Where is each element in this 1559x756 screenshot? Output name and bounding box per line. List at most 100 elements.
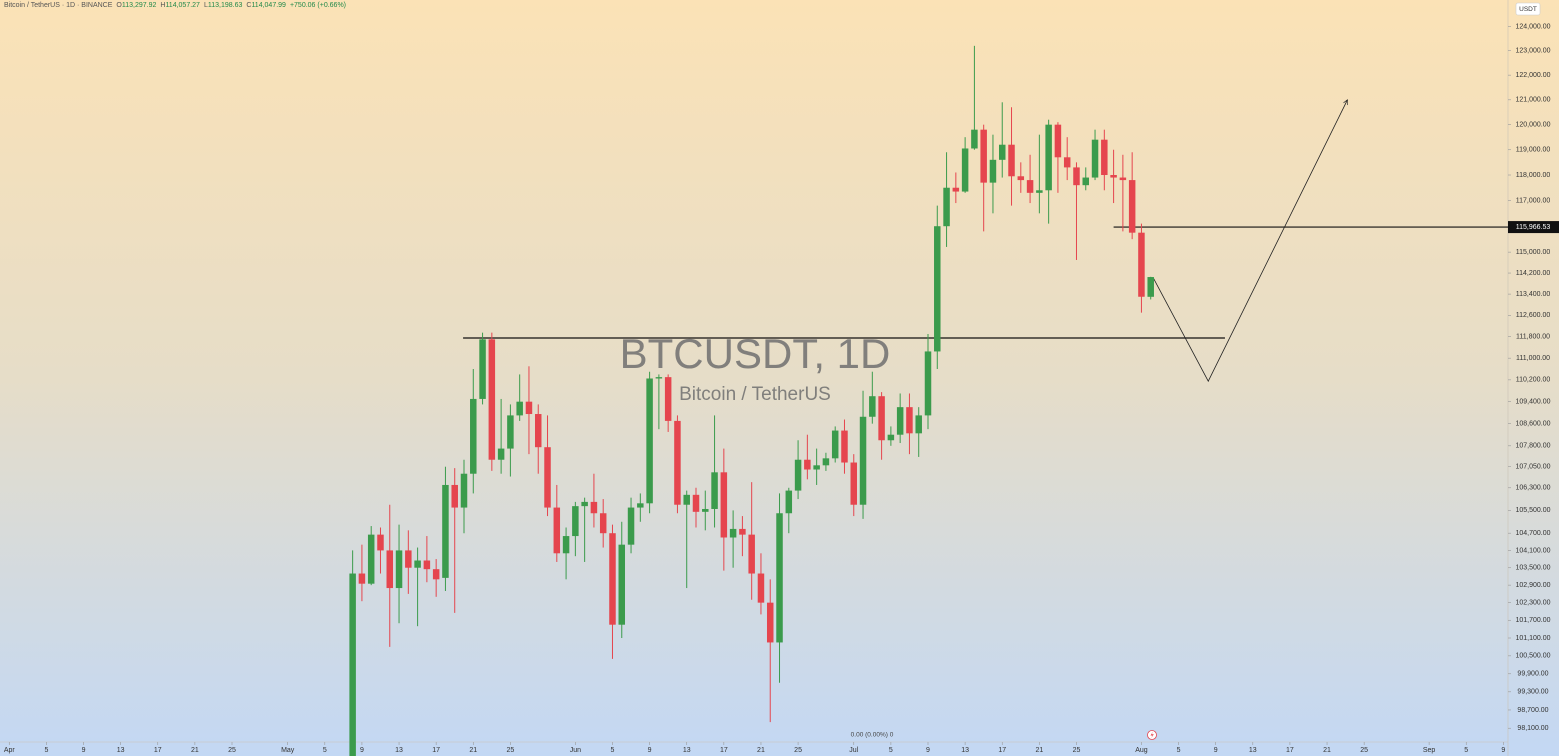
ohlc-key: O [116,2,122,9]
candle-body [971,129,978,149]
y-tick-label: 110,200.00 [1516,377,1551,384]
x-tick-label: 17 [720,747,728,754]
candle-body [785,490,793,514]
candle-body [627,507,635,545]
x-tick-label: 5 [1464,747,1468,754]
x-tick-label: 13 [117,747,125,754]
candle-body [1138,232,1145,297]
candle-body [664,377,672,421]
x-tick-label: 13 [395,747,403,754]
y-tick-label: 123,000.00 [1515,48,1550,55]
candle-body [887,434,895,441]
candle-body [525,401,533,415]
candle-body [349,573,356,756]
x-tick-label: 17 [998,747,1006,754]
symbol-header: Bitcoin / TetherUS · 1D · BINANCE O113,2… [4,2,346,9]
candle-body [720,472,728,538]
y-tick-label: 98,700.00 [1517,707,1548,714]
candle-body [859,416,867,505]
y-tick-label: 104,700.00 [1515,530,1550,537]
candle-body [776,513,783,643]
candle-body [878,396,885,441]
x-tick-label: 21 [1035,747,1043,754]
candle-body [637,503,644,508]
candle-body [1054,124,1062,158]
candle-body [562,536,570,554]
candle-body [609,533,616,625]
candle-body [386,550,394,589]
ohlc-value: 113,198.63 [207,2,243,9]
x-tick-label: 5 [1177,747,1181,754]
y-tick-label: 111,000.00 [1516,355,1550,362]
y-tick-label: 102,900.00 [1515,582,1550,589]
candle-body [757,573,765,603]
x-tick-label: 25 [794,747,802,754]
candle-body [692,494,700,512]
y-tick-label: 99,900.00 [1517,671,1548,678]
candle-body [924,351,932,416]
candle-body [367,534,375,584]
x-tick-label: 9 [360,747,364,754]
candle-body [572,506,579,537]
candle-body [934,226,941,352]
candle-body [952,187,960,192]
candle-body [739,528,746,535]
candle-body [729,528,737,538]
x-tick-label: 9 [1214,747,1218,754]
candle-body [822,458,830,466]
x-tick-label: 17 [1286,747,1294,754]
candle-body [813,465,820,470]
candle-body [1026,180,1034,193]
ohlc-field: C114,047.99 [246,2,286,9]
y-tick-label: 121,000.00 [1515,97,1550,104]
candle-body [711,472,718,509]
ohlc-field: H114,057.27 [160,2,200,9]
x-tick-label: Sep [1423,747,1436,754]
status-text: 0.00 (0.00%) 0 [851,732,894,739]
x-tick-label: 13 [683,747,691,754]
candle-body [906,407,913,434]
candle-body [479,339,486,399]
candle-body [1101,139,1108,176]
candle-body [405,550,412,568]
candle-body [1063,157,1071,168]
candle-body [794,459,802,491]
currency-label[interactable]: USDT [1519,6,1537,13]
x-tick-label: 9 [926,747,930,754]
symbol-name[interactable]: Bitcoin / TetherUS · 1D · BINANCE [4,2,113,9]
y-tick-label: 112,600.00 [1516,312,1551,319]
projection-arrow [1153,100,1348,383]
candle-body [497,448,505,460]
x-tick-label: Jul [849,747,858,754]
ohlc-field: O113,297.92 [116,2,156,9]
change-value: +750.06 (+0.66%) [289,2,346,9]
y-tick-label: 103,500.00 [1515,565,1550,572]
price-label-box [1508,221,1559,234]
currency-box[interactable] [1515,2,1541,16]
candle-body [831,430,839,459]
y-tick-label: 109,400.00 [1515,399,1550,406]
ohlc-value: 114,057.27 [165,2,200,9]
event-icon-bolt [1150,731,1154,739]
candle-body [850,462,858,505]
x-tick-label: 21 [1323,747,1331,754]
candle-body [683,494,690,505]
watermark-title: BTCUSDT, 1D [620,330,891,377]
x-tick-label: 9 [82,747,86,754]
candle-body [841,430,848,463]
candle-body [377,534,384,551]
candle-body [414,560,421,568]
y-tick-label: 102,300.00 [1515,600,1550,607]
y-tick-label: 114,200.00 [1516,270,1551,277]
y-tick-label: 106,300.00 [1515,485,1550,492]
candle-body [432,569,440,580]
x-tick-label: 5 [323,747,327,754]
candle-body [470,398,477,474]
ohlc-key: C [246,2,252,9]
y-tick-label: 124,000.00 [1515,23,1550,30]
x-tick-label: 21 [191,747,199,754]
candle-body [869,396,876,417]
y-tick-label: 104,100.00 [1515,547,1550,554]
